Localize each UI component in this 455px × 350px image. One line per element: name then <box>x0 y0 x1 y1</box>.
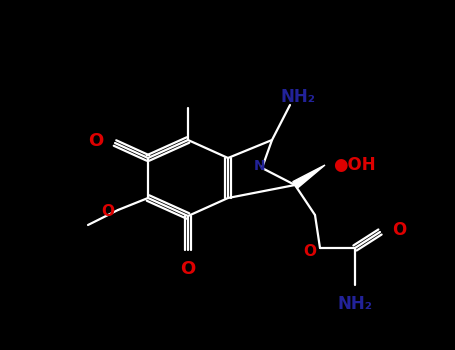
Text: N: N <box>254 159 266 173</box>
Text: O: O <box>101 204 114 219</box>
Text: ●OH: ●OH <box>333 156 376 174</box>
Text: O: O <box>180 260 196 278</box>
Polygon shape <box>293 165 325 188</box>
Text: NH₂: NH₂ <box>280 88 315 106</box>
Text: NH₂: NH₂ <box>338 295 373 313</box>
Text: O: O <box>392 221 406 239</box>
Text: O: O <box>303 245 316 259</box>
Text: O: O <box>88 132 103 150</box>
